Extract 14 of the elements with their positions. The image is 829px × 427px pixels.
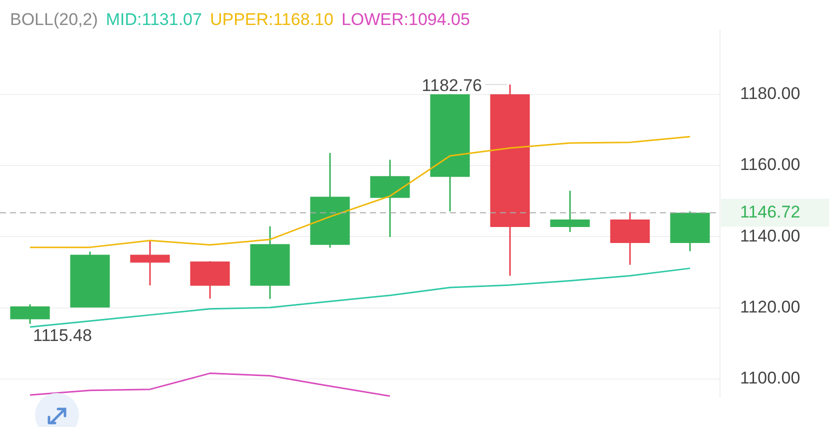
candlestick xyxy=(130,240,170,286)
y-tick-label: 1120.00 xyxy=(740,298,800,317)
annotation: 1182.76 xyxy=(422,76,482,96)
ref-line-label: 1146.72 xyxy=(740,202,800,222)
y-tick-label: 1140.00 xyxy=(740,226,800,246)
candlestick xyxy=(550,190,590,233)
chart-title: BOLL(20,2) xyxy=(10,10,98,29)
y-tick-label: 1100.00 xyxy=(740,368,800,388)
y-tick-label: 1180.00 xyxy=(740,84,800,103)
text: MID:1131.07 xyxy=(106,10,202,29)
y-tick-label: 1160.00 xyxy=(740,155,800,174)
text: LOWER:1094.05 xyxy=(341,10,470,29)
text: UPPER:1168.10 xyxy=(210,10,334,29)
annotation: 1115.48 xyxy=(33,326,92,346)
